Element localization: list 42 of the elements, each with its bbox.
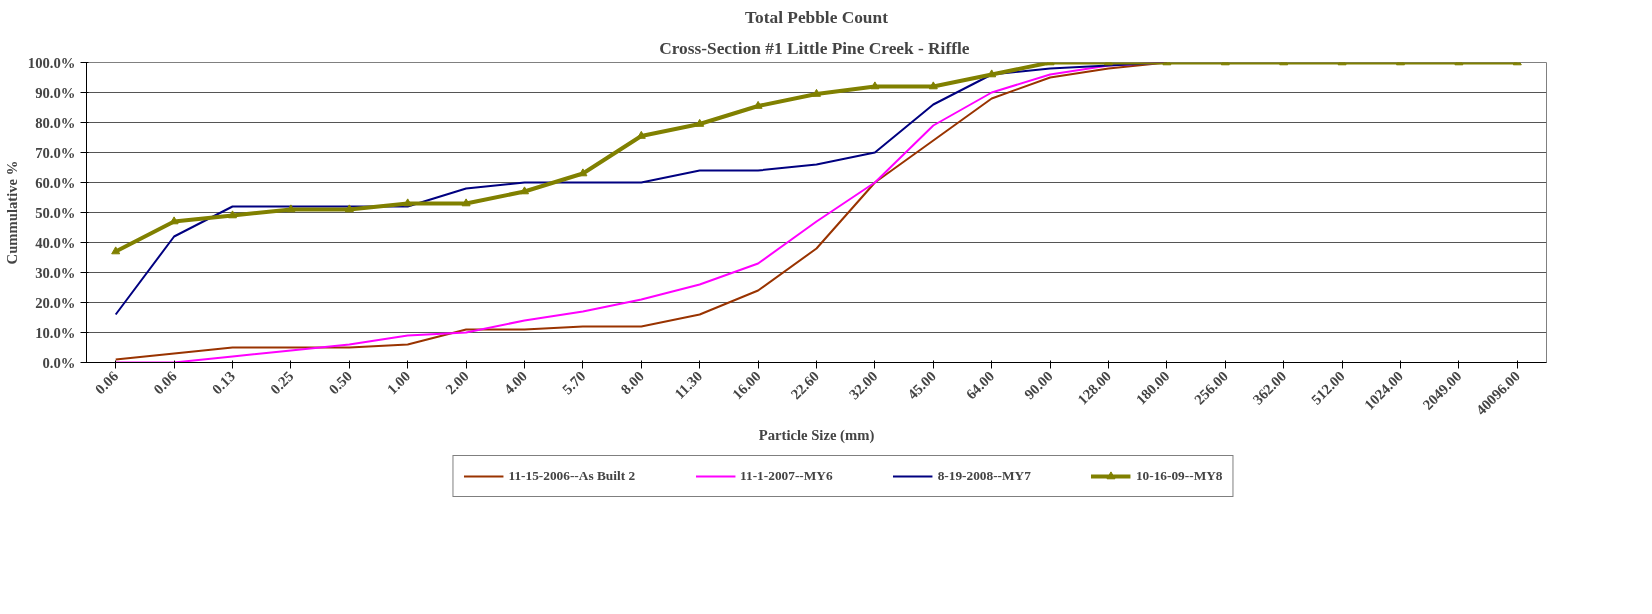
y-tick-label: 80.0%: [35, 114, 76, 131]
point: [695, 118, 705, 127]
y-tick-label: 30.0%: [35, 264, 76, 281]
x-tick-label: 0.13: [208, 367, 239, 398]
x-tick-label: 2.00: [442, 367, 472, 398]
point: [344, 204, 354, 213]
x-tick-label: 0.50: [325, 367, 355, 398]
point: [812, 88, 821, 97]
y-tick-label: 90.0%: [35, 84, 76, 101]
x-tick-label: 0.06: [91, 367, 122, 398]
y-axis-title: Cummulative %: [3, 160, 20, 265]
legend-label: 11-15-2006--As Built 2: [508, 468, 636, 484]
y-tick-label: 50.0%: [35, 204, 76, 221]
y-tick-label: 10.0%: [35, 324, 76, 341]
chart-title: Total Pebble Count: [745, 7, 889, 27]
y-tick-label: 40.0%: [35, 234, 76, 251]
point: [928, 81, 938, 90]
legend-label: 10-16-09--MY8: [1135, 468, 1223, 484]
x-tick-label: 8.00: [617, 367, 647, 398]
y-tick-label: 60.0%: [35, 174, 76, 191]
point: [111, 246, 121, 255]
point: [286, 204, 296, 213]
legend-label: 8-19-2008--MY7: [937, 468, 1031, 484]
point: [578, 168, 588, 177]
point: [987, 69, 997, 78]
y-tick-label: 0.0%: [42, 354, 76, 371]
x-tick-label: 0.25: [267, 367, 297, 398]
x-tick-label: 5.70: [559, 367, 589, 398]
x-tick-label: 1.00: [383, 367, 414, 398]
point: [228, 210, 237, 219]
x-tick-label: 4.00: [500, 367, 531, 398]
point: [870, 81, 880, 90]
y-tick-label: 20.0%: [35, 294, 76, 311]
y-tick-label: 70.0%: [35, 144, 76, 161]
chart-subtitle: Cross-Section #1 Little Pine Creek - Riffle: [659, 38, 970, 58]
point: [520, 186, 529, 195]
legend-label: 11-1-2007--MY6: [740, 468, 833, 484]
point: [461, 198, 471, 207]
x-tick-label: 0.06: [150, 367, 180, 398]
point: [403, 198, 413, 207]
x-axis-title: Particle Size (mm): [758, 427, 875, 445]
y-tick-label: 100.0%: [27, 54, 76, 71]
